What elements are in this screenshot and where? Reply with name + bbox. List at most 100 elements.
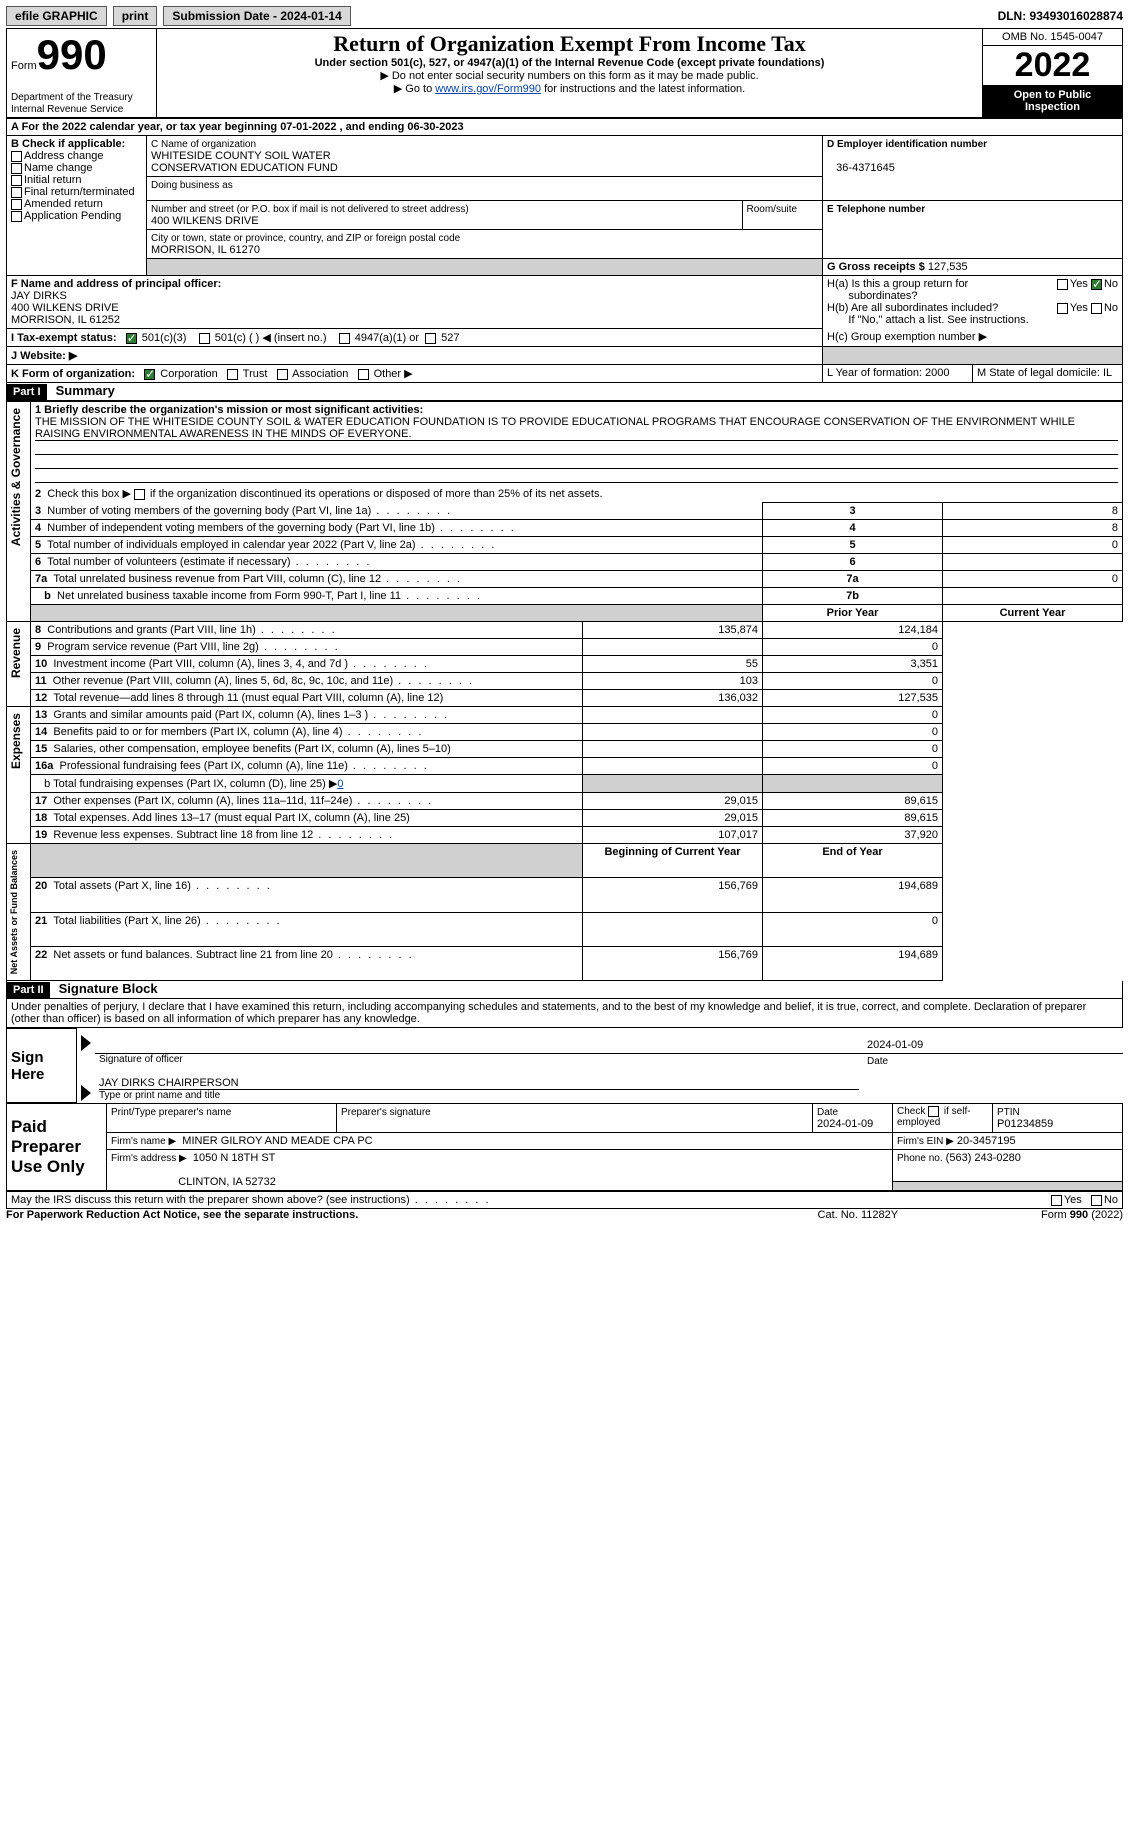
omb-number: OMB No. 1545-0047 (983, 29, 1122, 46)
row5-val: 0 (943, 537, 1123, 554)
row3-box: 3 (763, 503, 943, 520)
g-gross-label: G Gross receipts $ (827, 261, 925, 273)
row7b-text: Net unrelated business taxable income fr… (57, 590, 482, 602)
row16a-py (583, 758, 763, 775)
firm-name-label: Firm's name ▶ (111, 1136, 176, 1147)
row16b-val[interactable]: 0 (337, 778, 343, 790)
k-trust-checkbox[interactable] (227, 369, 238, 380)
part1-title: Summary (50, 381, 121, 400)
row22-cy: 194,689 (763, 946, 943, 980)
arrow-icon-2 (81, 1085, 91, 1101)
ha-no-checkbox[interactable] (1091, 279, 1102, 290)
signature-table: Sign Here 2024-01-09 Signature of office… (6, 1028, 1123, 1103)
row18-cy: 89,615 (763, 810, 943, 827)
dln: DLN: 93493016028874 (998, 9, 1123, 23)
row10-text: Investment income (Part VIII, column (A)… (53, 658, 429, 670)
row14-text: Benefits paid to or for members (Part IX… (53, 726, 423, 738)
officer-name: JAY DIRKS (11, 290, 818, 302)
opt-app-pending[interactable]: Application Pending (11, 210, 142, 222)
hb-no-checkbox[interactable] (1091, 303, 1102, 314)
row4-text: Number of independent voting members of … (47, 522, 516, 534)
row13-py (583, 707, 763, 724)
discuss-row: May the IRS discuss this return with the… (6, 1191, 1123, 1209)
i-4947-checkbox[interactable] (339, 333, 350, 344)
line2-post: if the organization discontinued its ope… (147, 488, 603, 500)
i-501c3-checkbox[interactable] (126, 333, 137, 344)
officer-printed-name: JAY DIRKS CHAIRPERSON (99, 1077, 859, 1090)
side-expenses: Expenses (7, 707, 25, 775)
print-button[interactable]: print (113, 6, 158, 26)
i-label: I Tax-exempt status: (11, 332, 117, 344)
row7a-val: 0 (943, 571, 1123, 588)
room-label: Room/suite (747, 204, 798, 215)
goto-instr: ▶ Go to www.irs.gov/Form990 for instruct… (161, 82, 978, 95)
opt-initial-return[interactable]: Initial return (11, 174, 142, 186)
i-527-checkbox[interactable] (425, 333, 436, 344)
form-word: Form (11, 60, 37, 72)
row11-text: Other revenue (Part VIII, column (A), li… (53, 675, 474, 687)
irs-label: Internal Revenue Service (11, 104, 123, 115)
sig-date-label: Date (867, 1056, 1119, 1067)
row11-cy: 0 (763, 673, 943, 690)
line-a: A For the 2022 calendar year, or tax yea… (7, 119, 1123, 136)
part2-title: Signature Block (53, 979, 164, 998)
form-number: 990 (37, 31, 107, 78)
ha-yes-checkbox[interactable] (1057, 279, 1068, 290)
d-ein-label: D Employer identification number (827, 139, 987, 150)
row10-cy: 3,351 (763, 656, 943, 673)
row12-cy: 127,535 (763, 690, 943, 707)
row7a-box: 7a (763, 571, 943, 588)
row5-text: Total number of individuals employed in … (47, 539, 496, 551)
tax-year: 2022 (983, 46, 1122, 85)
k-corp-checkbox[interactable] (144, 369, 155, 380)
penalties-text: Under penalties of perjury, I declare th… (6, 999, 1123, 1028)
row22-py: 156,769 (583, 946, 763, 980)
footer-left: For Paperwork Reduction Act Notice, see … (6, 1209, 770, 1221)
j-website: J Website: ▶ (7, 347, 823, 365)
row17-cy: 89,615 (763, 793, 943, 810)
firm-addr2: CLINTON, IA 52732 (178, 1176, 276, 1188)
summary-table: Activities & Governance 1 Briefly descri… (6, 401, 1123, 981)
ptin-val: P01234859 (997, 1118, 1053, 1130)
discuss-text: May the IRS discuss this return with the… (11, 1194, 491, 1206)
line1-label: 1 Briefly describe the organization's mi… (35, 404, 1118, 416)
ha-options: Yes No (1057, 278, 1118, 290)
i-501c-checkbox[interactable] (199, 333, 210, 344)
k-other-checkbox[interactable] (358, 369, 369, 380)
c-name-label: C Name of organization (151, 139, 256, 150)
self-emp-checkbox[interactable] (928, 1106, 939, 1117)
paid-preparer-table: Paid Preparer Use Only Print/Type prepar… (6, 1103, 1123, 1191)
opt-amended[interactable]: Amended return (11, 198, 142, 210)
opt-address-change[interactable]: Address change (11, 150, 142, 162)
line2-checkbox[interactable] (134, 489, 145, 500)
topbar: efile GRAPHIC print Submission Date - 20… (6, 6, 1123, 26)
k-assoc-checkbox[interactable] (277, 369, 288, 380)
dba-label: Doing business as (151, 180, 233, 191)
part2-bar: Part II (7, 982, 50, 998)
row14-cy: 0 (763, 724, 943, 741)
footer: For Paperwork Reduction Act Notice, see … (6, 1209, 1123, 1221)
dept-treasury: Department of the Treasury (11, 92, 133, 103)
row14-py (583, 724, 763, 741)
row13-cy: 0 (763, 707, 943, 724)
end-year-header: End of Year (763, 844, 943, 878)
goto-link[interactable]: www.irs.gov/Form990 (435, 83, 541, 95)
discuss-yes-checkbox[interactable] (1051, 1195, 1062, 1206)
efile-label: efile GRAPHIC (6, 6, 107, 26)
ein-value: 36-4371645 (836, 162, 895, 174)
hb-yes-checkbox[interactable] (1057, 303, 1068, 314)
prep-date-label: Date (817, 1107, 838, 1118)
row20-text: Total assets (Part X, line 16) (53, 880, 271, 892)
entity-block: A For the 2022 calendar year, or tax yea… (6, 118, 1123, 383)
street-label: Number and street (or P.O. box if mail i… (151, 204, 469, 215)
opt-name-change[interactable]: Name change (11, 162, 142, 174)
opt-final-return[interactable]: Final return/terminated (11, 186, 142, 198)
row9-text: Program service revenue (Part VIII, line… (47, 641, 339, 653)
row21-py (583, 912, 763, 946)
officer-addr2: MORRISON, IL 61252 (11, 314, 818, 326)
row21-cy: 0 (763, 912, 943, 946)
discuss-no-checkbox[interactable] (1091, 1195, 1102, 1206)
side-activities: Activities & Governance (7, 402, 25, 552)
firm-addr-label: Firm's address ▶ (111, 1153, 187, 1164)
row7b-box: 7b (763, 588, 943, 605)
